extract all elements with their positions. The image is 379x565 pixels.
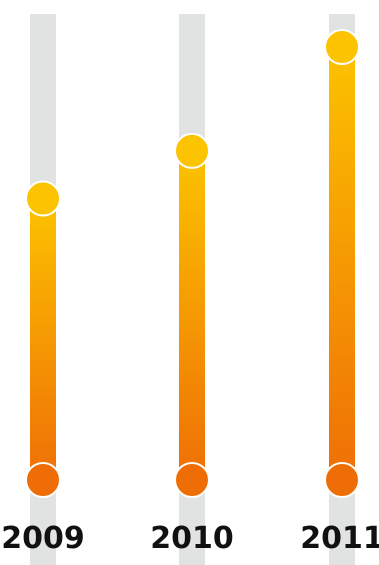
bar-group <box>30 47 355 481</box>
bar-base-dot-2009 <box>25 462 61 498</box>
category-label-2009: 2009 <box>1 521 85 556</box>
label-group: 2009 2010 2011 <box>1 521 379 556</box>
bar-base-dot-2011 <box>324 462 360 498</box>
category-label-2011: 2011 <box>300 521 379 556</box>
bar-2010 <box>179 150 205 481</box>
bar-base-dot-2010 <box>174 462 210 498</box>
bar-value-dot-2010 <box>174 132 210 169</box>
dot-group <box>25 29 360 498</box>
bar-2009 <box>30 198 56 481</box>
bar-value-dot-2009 <box>25 180 61 217</box>
bar-2011 <box>329 47 355 480</box>
category-label-2010: 2010 <box>150 521 234 556</box>
bar-value-dot-2011 <box>324 29 360 65</box>
